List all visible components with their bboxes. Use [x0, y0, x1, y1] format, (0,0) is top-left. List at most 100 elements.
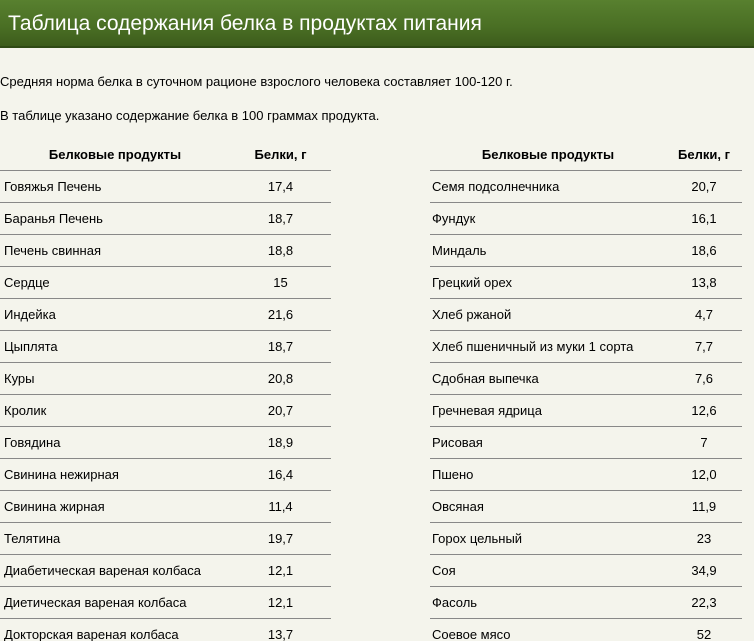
protein-value: 20,7	[230, 394, 331, 427]
table-body-left: Говяжья Печень 17,4 Баранья Печень 18,7 Пече…	[0, 170, 331, 641]
table-row: Диабетическая вареная колбаса 12,1	[0, 554, 331, 587]
protein-value: 12,0	[666, 458, 742, 491]
product-name: Свинина жирная	[0, 490, 230, 523]
protein-value: 7,6	[666, 362, 742, 395]
product-name: Хлеб пшеничный из муки 1 сорта	[430, 330, 666, 363]
table-row: Баранья Печень 18,7	[0, 202, 331, 235]
product-name: Баранья Печень	[0, 202, 230, 235]
table-header-row: Белковые продукты Белки, г	[0, 138, 331, 171]
protein-value: 7	[666, 426, 742, 459]
table-row: Сдобная выпечка 7,6	[430, 362, 742, 395]
product-name: Семя подсолнечника	[430, 170, 666, 203]
table-header-row: Белковые продукты Белки, г	[430, 138, 742, 171]
product-name: Куры	[0, 362, 230, 395]
table-row: Фасоль 22,3	[430, 586, 742, 619]
product-name: Соевое мясо	[430, 618, 666, 641]
column-header-protein: Белки, г	[666, 138, 742, 171]
product-name: Диабетическая вареная колбаса	[0, 554, 230, 587]
protein-value: 12,1	[230, 554, 331, 587]
protein-value: 18,7	[230, 202, 331, 235]
table-row: Рисовая 7	[430, 426, 742, 459]
protein-value: 7,7	[666, 330, 742, 363]
title-bar: Таблица содержания белка в продуктах пит…	[0, 0, 754, 48]
protein-value: 13,8	[666, 266, 742, 299]
protein-value: 12,1	[230, 586, 331, 619]
protein-value: 12,6	[666, 394, 742, 427]
column-header-product: Белковые продукты	[430, 138, 666, 171]
protein-value: 20,7	[666, 170, 742, 203]
protein-value: 52	[666, 618, 742, 641]
table-row: Горох цельный 23	[430, 522, 742, 555]
protein-value: 11,9	[666, 490, 742, 523]
table-row: Телятина 19,7	[0, 522, 331, 555]
protein-value: 20,8	[230, 362, 331, 395]
protein-value: 22,3	[666, 586, 742, 619]
product-name: Пшено	[430, 458, 666, 491]
protein-value: 15	[230, 266, 331, 299]
product-name: Свинина нежирная	[0, 458, 230, 491]
table-row: Свинина жирная 11,4	[0, 490, 331, 523]
page-title: Таблица содержания белка в продуктах пит…	[8, 12, 482, 35]
protein-value: 13,7	[230, 618, 331, 641]
table-row: Хлеб ржаной 4,7	[430, 298, 742, 331]
table-row: Цыплята 18,7	[0, 330, 331, 363]
table-row: Семя подсолнечника 20,7	[430, 170, 742, 203]
table-row: Пшено 12,0	[430, 458, 742, 491]
product-name: Соя	[430, 554, 666, 587]
product-name: Цыплята	[0, 330, 230, 363]
product-name: Фасоль	[430, 586, 666, 619]
protein-value: 16,4	[230, 458, 331, 491]
product-name: Миндаль	[430, 234, 666, 267]
table-row: Овсяная 11,9	[430, 490, 742, 523]
table-row: Диетическая вареная колбаса 12,1	[0, 586, 331, 619]
protein-value: 4,7	[666, 298, 742, 331]
product-name: Телятина	[0, 522, 230, 555]
protein-value: 18,7	[230, 330, 331, 363]
protein-value: 21,6	[230, 298, 331, 331]
product-name: Сердце	[0, 266, 230, 299]
product-name: Говяжья Печень	[0, 170, 230, 203]
table-row: Сердце 15	[0, 266, 331, 299]
table-row: Миндаль 18,6	[430, 234, 742, 267]
protein-value: 23	[666, 522, 742, 555]
table-row: Куры 20,8	[0, 362, 331, 395]
intro-per-100g: В таблице указано содержание белка в 100…	[0, 108, 380, 123]
product-name: Рисовая	[430, 426, 666, 459]
product-name: Диетическая вареная колбаса	[0, 586, 230, 619]
product-name: Грецкий орех	[430, 266, 666, 299]
product-name: Фундук	[430, 202, 666, 235]
table-row: Кролик 20,7	[0, 394, 331, 427]
protein-value: 18,8	[230, 234, 331, 267]
protein-value: 18,9	[230, 426, 331, 459]
protein-value: 18,6	[666, 234, 742, 267]
table-row: Соевое мясо 52	[430, 618, 742, 641]
product-name: Печень свинная	[0, 234, 230, 267]
protein-value: 16,1	[666, 202, 742, 235]
table-body-right: Семя подсолнечника 20,7 Фундук 16,1 Миндаль 1…	[430, 170, 742, 641]
product-name: Индейка	[0, 298, 230, 331]
table-row: Фундук 16,1	[430, 202, 742, 235]
product-name: Хлеб ржаной	[430, 298, 666, 331]
protein-table-right: Белковые продукты Белки, г Семя подсолне…	[430, 138, 742, 641]
table-row: Индейка 21,6	[0, 298, 331, 331]
table-row: Свинина нежирная 16,4	[0, 458, 331, 491]
column-header-protein: Белки, г	[230, 138, 331, 171]
table-row: Говяжья Печень 17,4	[0, 170, 331, 203]
table-row: Говядина 18,9	[0, 426, 331, 459]
protein-table-left: Белковые продукты Белки, г Говяжья Печен…	[0, 138, 331, 641]
table-row: Гречневая ядрица 12,6	[430, 394, 742, 427]
table-row: Докторская вареная колбаса 13,7	[0, 618, 331, 641]
product-name: Докторская вареная колбаса	[0, 618, 230, 641]
table-row: Грецкий орех 13,8	[430, 266, 742, 299]
protein-value: 19,7	[230, 522, 331, 555]
protein-value: 11,4	[230, 490, 331, 523]
table-row: Печень свинная 18,8	[0, 234, 331, 267]
column-header-product: Белковые продукты	[0, 138, 230, 171]
protein-value: 34,9	[666, 554, 742, 587]
product-name: Горох цельный	[430, 522, 666, 555]
table-row: Соя 34,9	[430, 554, 742, 587]
intro-daily-norm: Средняя норма белка в суточном рационе в…	[0, 74, 513, 89]
product-name: Кролик	[0, 394, 230, 427]
protein-value: 17,4	[230, 170, 331, 203]
